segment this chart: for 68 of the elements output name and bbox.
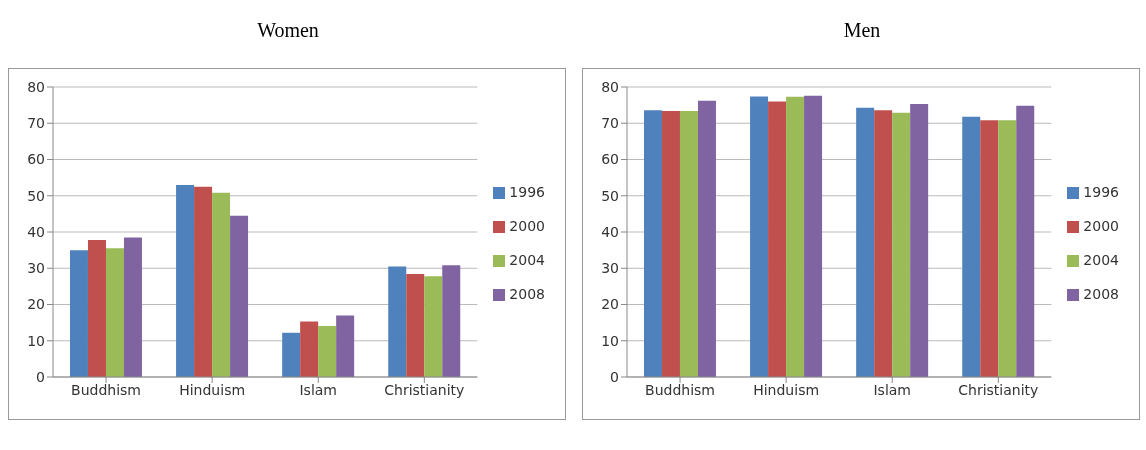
legend-label: 2000	[509, 218, 545, 234]
bar	[318, 325, 337, 377]
bar	[910, 104, 929, 377]
x-tick-label: Buddhism	[71, 381, 142, 398]
y-tick-label: 0	[36, 368, 45, 385]
x-tick-label: Hinduism	[753, 381, 820, 398]
bar	[962, 116, 981, 377]
y-tick-label: 20	[601, 296, 619, 313]
bar	[424, 276, 443, 377]
x-tick-label: Christianity	[384, 381, 465, 398]
bar	[300, 321, 319, 377]
bar	[1016, 105, 1035, 377]
x-tick-label: Buddhism	[645, 381, 716, 398]
bar	[697, 100, 716, 377]
y-tick-label: 40	[27, 223, 45, 240]
bar	[768, 101, 787, 377]
bar	[998, 120, 1017, 377]
legend-label: 1996	[509, 184, 545, 200]
chart-title: Men	[842, 18, 882, 43]
bar	[105, 248, 124, 377]
y-tick-label: 70	[27, 115, 45, 132]
y-tick-label: 60	[601, 151, 619, 168]
bar	[123, 237, 142, 377]
y-tick-label: 30	[27, 260, 45, 277]
legend-label: 2000	[1083, 218, 1119, 234]
legend-label: 2008	[509, 286, 545, 302]
legend-label: 1996	[1083, 184, 1119, 200]
x-tick-label: Christianity	[958, 381, 1039, 398]
bar	[69, 250, 88, 377]
chart-title: Women	[256, 18, 320, 43]
bar	[406, 274, 425, 377]
bar	[892, 112, 911, 377]
bar	[388, 266, 407, 377]
bar	[804, 95, 823, 377]
legend-label: 2004	[1083, 252, 1119, 268]
bar	[750, 96, 769, 377]
y-tick-label: 30	[601, 260, 619, 277]
bar	[856, 107, 875, 377]
bar	[230, 215, 249, 377]
y-tick-label: 10	[27, 332, 45, 349]
y-tick-label: 20	[27, 296, 45, 313]
y-tick-label: 80	[601, 78, 619, 95]
y-tick-label: 0	[610, 368, 619, 385]
bar	[786, 96, 805, 377]
bar	[679, 110, 698, 377]
bar	[643, 110, 662, 377]
x-tick-label: Islam	[873, 381, 911, 398]
y-tick-label: 40	[601, 223, 619, 240]
bar	[282, 332, 301, 377]
bar	[661, 110, 680, 377]
y-tick-label: 10	[601, 332, 619, 349]
bar	[980, 120, 999, 377]
y-tick-label: 80	[27, 78, 45, 95]
x-tick-label: Islam	[299, 381, 337, 398]
bar	[874, 110, 893, 377]
y-tick-label: 70	[601, 115, 619, 132]
x-tick-label: Hinduism	[179, 381, 246, 398]
y-tick-label: 50	[601, 187, 619, 204]
bar	[87, 239, 106, 377]
bar	[194, 186, 213, 377]
legend-label: 2008	[1083, 286, 1119, 302]
legend-label: 2004	[509, 252, 545, 268]
bar	[212, 192, 231, 377]
y-tick-label: 50	[27, 187, 45, 204]
bar	[442, 265, 461, 377]
y-tick-label: 60	[27, 151, 45, 168]
bar	[176, 184, 195, 377]
bar	[336, 315, 355, 377]
